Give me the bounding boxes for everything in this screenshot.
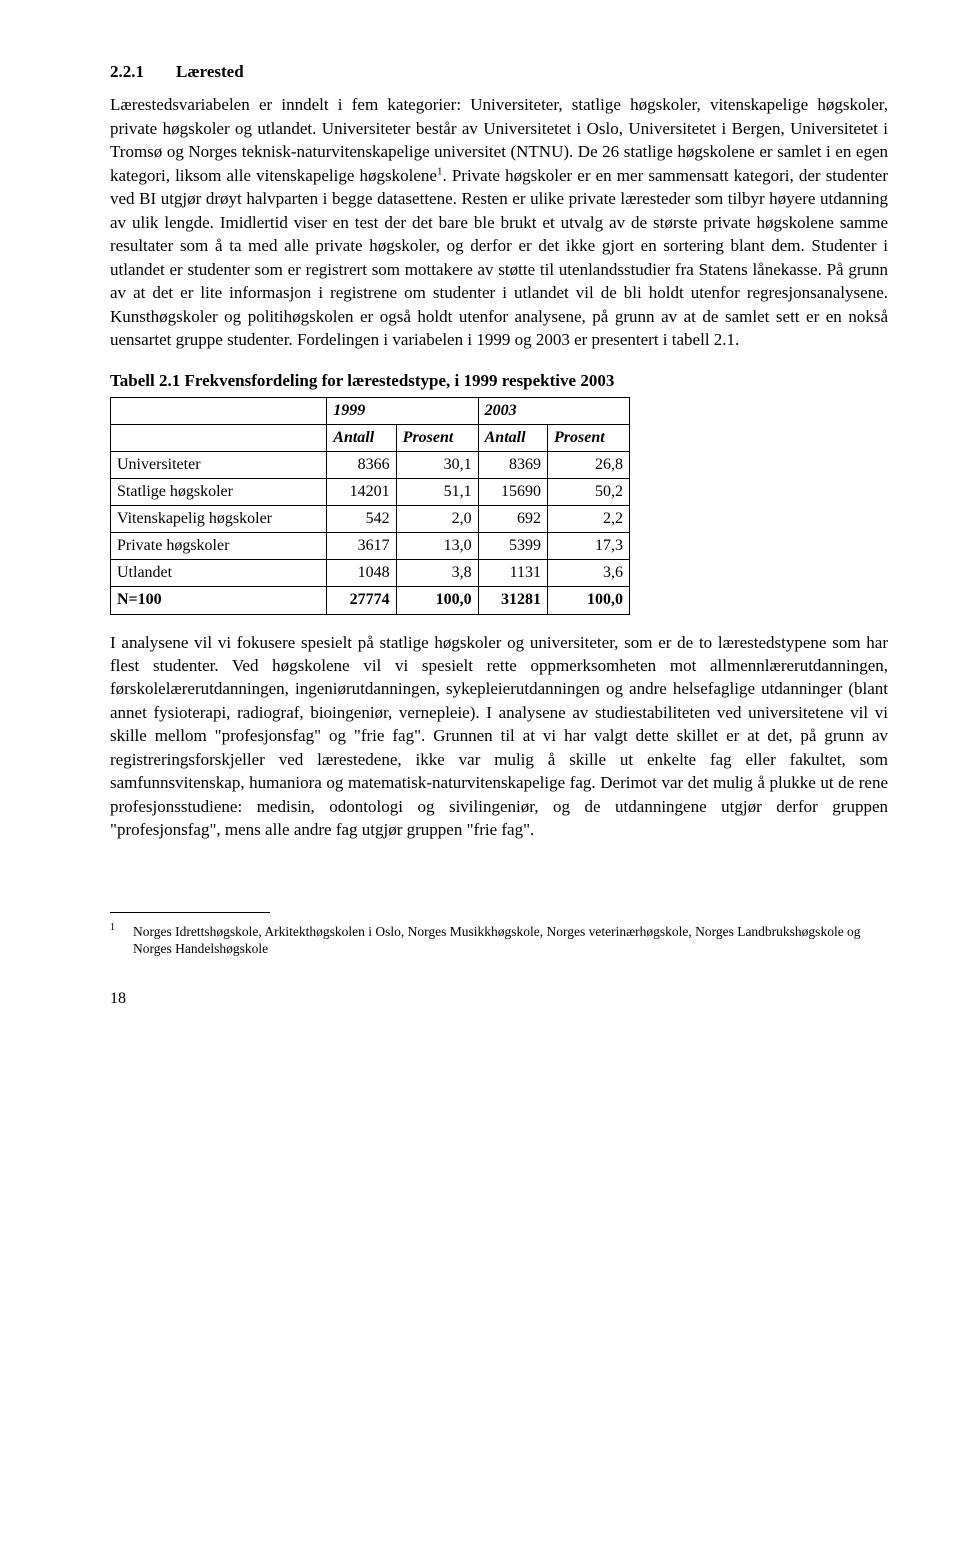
section-title: Lærested — [176, 62, 244, 81]
col-prosent-1: Prosent — [396, 424, 478, 451]
row-p1: 2,0 — [396, 506, 478, 533]
row-label: Statlige høgskoler — [111, 479, 327, 506]
page-number: 18 — [110, 988, 888, 1010]
year-2003-header: 2003 — [478, 397, 629, 424]
row-p1: 13,0 — [396, 533, 478, 560]
paragraph-1: Lærestedsvariabelen er inndelt i fem kat… — [110, 93, 888, 351]
row-a1: 27774 — [327, 587, 396, 614]
table-row: Vitenskapelig høgskoler5422,06922,2 — [111, 506, 630, 533]
para1-text-after: . Private høgskoler er en mer sammensatt… — [110, 166, 888, 349]
row-p1: 3,8 — [396, 560, 478, 587]
row-p1: 100,0 — [396, 587, 478, 614]
row-a2: 15690 — [478, 479, 547, 506]
col-antall-1: Antall — [327, 424, 396, 451]
row-p2: 100,0 — [548, 587, 630, 614]
row-a1: 542 — [327, 506, 396, 533]
section-number: 2.2.1 — [110, 60, 144, 83]
row-p2: 26,8 — [548, 452, 630, 479]
footnote: 1 Norges Idrettshøgskole, Arkitekthøgsko… — [110, 923, 888, 958]
row-p2: 17,3 — [548, 533, 630, 560]
col-antall-2: Antall — [478, 424, 547, 451]
row-a1: 14201 — [327, 479, 396, 506]
footnote-separator — [110, 912, 270, 913]
table-row: Statlige høgskoler1420151,11569050,2 — [111, 479, 630, 506]
table-header-cols: Antall Prosent Antall Prosent — [111, 424, 630, 451]
row-p2: 50,2 — [548, 479, 630, 506]
section-heading: 2.2.1 Lærested — [110, 60, 888, 83]
row-a1: 3617 — [327, 533, 396, 560]
empty-header-2 — [111, 424, 327, 451]
table-row: Utlandet10483,811313,6 — [111, 560, 630, 587]
row-a2: 1131 — [478, 560, 547, 587]
frequency-table: 1999 2003 Antall Prosent Antall Prosent … — [110, 397, 630, 615]
table-title: Tabell 2.1 Frekvensfordeling for læreste… — [110, 369, 888, 392]
table-row: N=10027774100,031281100,0 — [111, 587, 630, 614]
col-prosent-2: Prosent — [548, 424, 630, 451]
empty-header — [111, 397, 327, 424]
footnote-number: 1 — [110, 923, 115, 958]
row-label: Vitenskapelig høgskoler — [111, 506, 327, 533]
row-p2: 2,2 — [548, 506, 630, 533]
row-label: N=100 — [111, 587, 327, 614]
row-p1: 51,1 — [396, 479, 478, 506]
row-a2: 5399 — [478, 533, 547, 560]
table-row: Private høgskoler361713,0539917,3 — [111, 533, 630, 560]
row-a1: 8366 — [327, 452, 396, 479]
row-a2: 8369 — [478, 452, 547, 479]
row-a2: 692 — [478, 506, 547, 533]
row-label: Utlandet — [111, 560, 327, 587]
row-a1: 1048 — [327, 560, 396, 587]
paragraph-2: I analysene vil vi fokusere spesielt på … — [110, 631, 888, 842]
table-row: Universiteter836630,1836926,8 — [111, 452, 630, 479]
row-p1: 30,1 — [396, 452, 478, 479]
row-p2: 3,6 — [548, 560, 630, 587]
footnote-text: Norges Idrettshøgskole, Arkitekthøgskole… — [133, 923, 888, 958]
row-label: Universiteter — [111, 452, 327, 479]
row-a2: 31281 — [478, 587, 547, 614]
row-label: Private høgskoler — [111, 533, 327, 560]
table-header-years: 1999 2003 — [111, 397, 630, 424]
year-1999-header: 1999 — [327, 397, 478, 424]
